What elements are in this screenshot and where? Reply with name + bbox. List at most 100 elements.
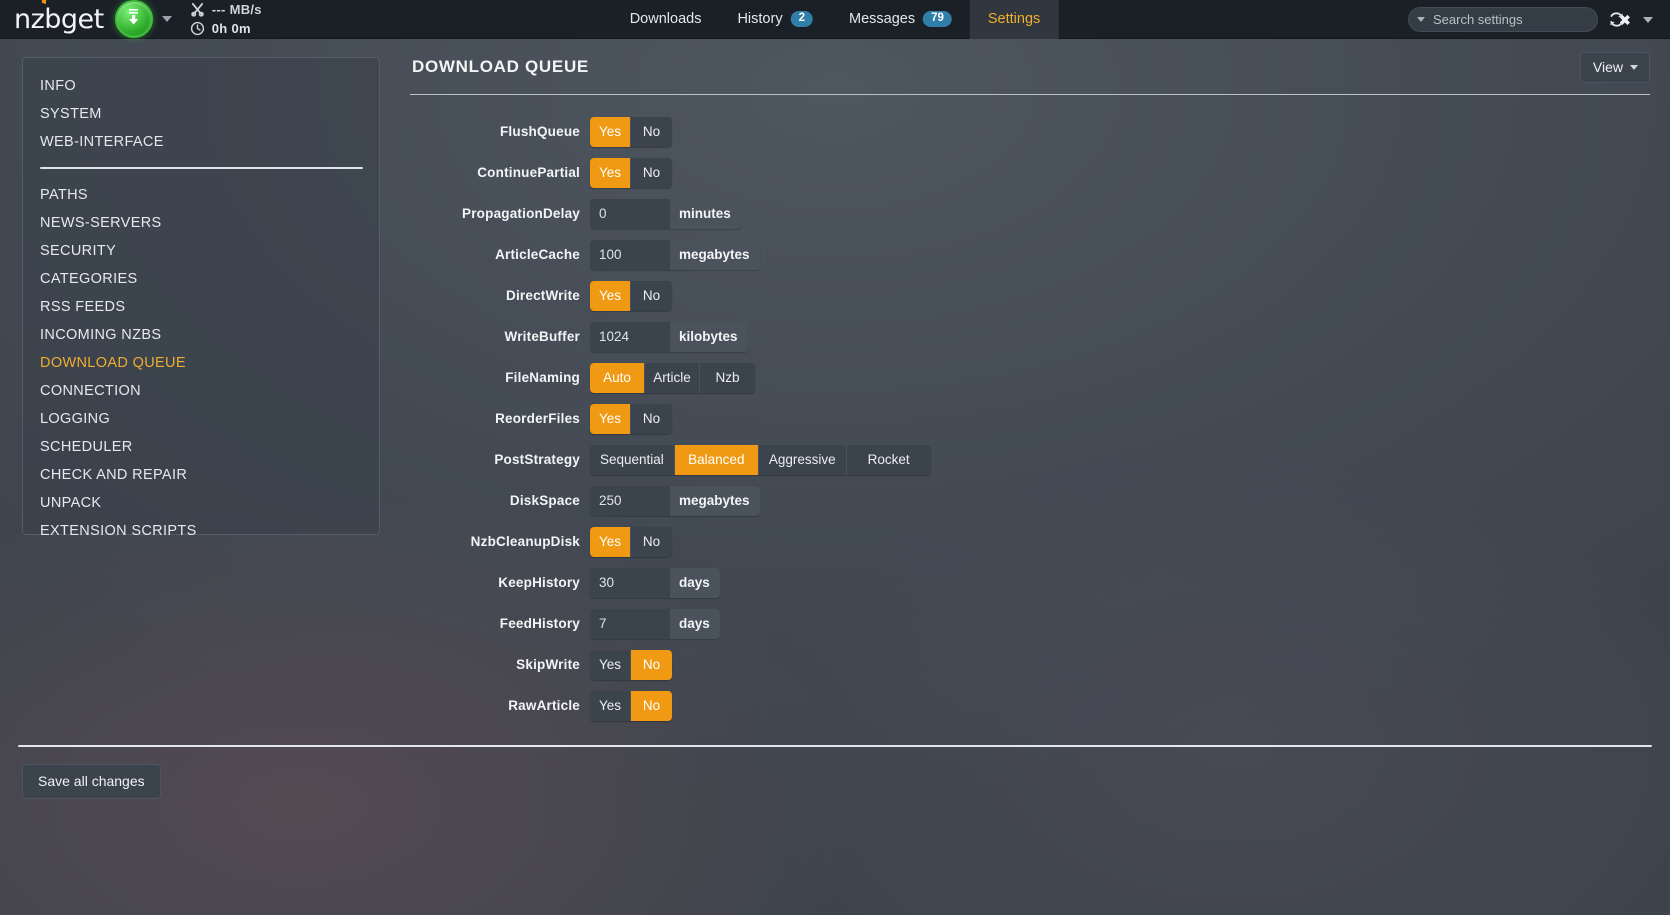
option-post-strategy-rocket[interactable]: Rocket xyxy=(846,444,931,475)
setting-label-keep-history: KeepHistory xyxy=(498,575,580,590)
option-skip-write-yes[interactable]: Yes xyxy=(590,649,631,680)
option-nzb-cleanup-disk-no[interactable]: No xyxy=(631,526,672,557)
view-button[interactable]: View xyxy=(1579,52,1650,83)
unit-label-article-cache: megabytes xyxy=(670,239,760,270)
option-raw-article-no[interactable]: No xyxy=(631,690,672,721)
sidebar-item-download-queue[interactable]: DOWNLOAD QUEUE xyxy=(40,355,186,371)
history-badge: 2 xyxy=(790,10,813,28)
tab-downloads[interactable]: Downloads xyxy=(612,0,720,39)
title-divider xyxy=(410,94,1650,95)
settings-main-panel: DOWNLOAD QUEUE View FlushQueue Yes No Conti… xyxy=(410,52,1650,726)
option-raw-article-yes[interactable]: Yes xyxy=(590,690,631,721)
search-input[interactable] xyxy=(1431,11,1611,28)
setting-label-article-cache: ArticleCache xyxy=(495,247,580,262)
uptime-value: 0h 0m xyxy=(211,21,251,36)
option-flush-queue-yes[interactable]: Yes xyxy=(590,116,631,147)
input-feed-history[interactable] xyxy=(590,608,670,639)
sidebar-item-security[interactable]: SECURITY xyxy=(40,243,117,259)
unit-label-write-buffer: kilobytes xyxy=(670,321,748,352)
input-disk-space[interactable] xyxy=(590,485,670,516)
setting-control-disk-space: megabytes xyxy=(590,485,760,516)
setting-label-raw-article: RawArticle xyxy=(508,698,580,713)
option-skip-write-no[interactable]: No xyxy=(631,649,672,680)
option-file-naming-auto[interactable]: Auto xyxy=(590,362,645,393)
sidebar-item-logging[interactable]: LOGGING xyxy=(40,411,111,427)
sidebar-item-scheduler[interactable]: SCHEDULER xyxy=(40,439,133,455)
setting-control-post-strategy: Sequential Balanced Aggressive Rocket xyxy=(590,444,931,475)
setting-label-write-buffer: WriteBuffer xyxy=(504,329,580,344)
input-article-cache[interactable] xyxy=(590,239,670,270)
setting-control-flush-queue: Yes No xyxy=(590,116,672,147)
messages-badge: 79 xyxy=(923,10,952,28)
option-file-naming-nzb[interactable]: Nzb xyxy=(700,362,755,393)
top-nav-menu-button[interactable] xyxy=(1634,7,1662,33)
setting-row-propagation-delay: PropagationDelay minutes xyxy=(410,193,1650,234)
setting-label-disk-space: DiskSpace xyxy=(509,493,580,508)
option-post-strategy-sequential[interactable]: Sequential xyxy=(590,444,675,475)
sidebar-item-check-and-repair[interactable]: CHECK AND REPAIR xyxy=(40,467,188,483)
chevron-down-icon[interactable] xyxy=(161,16,172,22)
option-file-naming-article[interactable]: Article xyxy=(645,362,700,393)
download-arrow-icon xyxy=(125,7,142,31)
download-speed-value: --- MB/s xyxy=(211,2,262,17)
tab-settings-label: Settings xyxy=(987,11,1041,27)
option-continue-partial-no[interactable]: No xyxy=(631,157,672,188)
search-settings-box[interactable]: ✖ xyxy=(1408,7,1631,32)
sidebar-item-info[interactable]: INFO xyxy=(40,78,77,94)
input-propagation-delay[interactable] xyxy=(590,198,670,229)
option-post-strategy-aggressive[interactable]: Aggressive xyxy=(758,444,847,475)
input-group-keep-history: days xyxy=(590,567,720,598)
sidebar-item-rss-feeds[interactable]: RSS FEEDS xyxy=(40,299,126,315)
sidebar-item-news-servers[interactable]: NEWS-SERVERS xyxy=(40,215,162,231)
setting-label-feed-history: FeedHistory xyxy=(499,616,580,631)
input-keep-history[interactable] xyxy=(590,567,670,598)
option-post-strategy-balanced[interactable]: Balanced xyxy=(674,444,759,475)
setting-label-nzb-cleanup-disk: NzbCleanupDisk xyxy=(470,534,580,549)
tab-history[interactable]: History 2 xyxy=(719,0,831,39)
chevron-down-icon[interactable] xyxy=(1417,17,1425,22)
settings-list: FlushQueue Yes No ContinuePartial Yes No Propa… xyxy=(410,95,1650,726)
setting-row-write-buffer: WriteBuffer kilobytes xyxy=(410,316,1650,357)
setting-control-keep-history: days xyxy=(590,567,720,598)
sidebar-divider xyxy=(40,167,363,169)
tab-messages[interactable]: Messages 79 xyxy=(831,0,970,39)
input-write-buffer[interactable] xyxy=(590,321,670,352)
sidebar-item-paths[interactable]: PATHS xyxy=(40,187,88,203)
sidebar-item-categories[interactable]: CATEGORIES xyxy=(40,271,138,287)
setting-row-direct-write: DirectWrite Yes No xyxy=(410,275,1650,316)
download-status-orb[interactable] xyxy=(114,0,153,38)
sidebar-item-web-interface[interactable]: WEB-INTERFACE xyxy=(40,134,164,150)
sidebar-item-unpack[interactable]: UNPACK xyxy=(40,495,102,511)
option-reorder-files-no[interactable]: No xyxy=(631,403,672,434)
unit-label-keep-history: days xyxy=(670,567,720,598)
setting-control-propagation-delay: minutes xyxy=(590,198,741,229)
option-reorder-files-yes[interactable]: Yes xyxy=(590,403,631,434)
tab-downloads-label: Downloads xyxy=(629,11,702,27)
page-title: DOWNLOAD QUEUE xyxy=(412,57,589,76)
setting-row-flush-queue: FlushQueue Yes No xyxy=(410,111,1650,152)
sidebar-item-connection[interactable]: CONNECTION xyxy=(40,383,141,399)
setting-label-file-naming: FileNaming xyxy=(505,370,580,385)
setting-control-reorder-files: Yes No xyxy=(590,403,672,434)
option-nzb-cleanup-disk-yes[interactable]: Yes xyxy=(590,526,631,557)
refresh-icon[interactable] xyxy=(1602,7,1630,33)
option-continue-partial-yes[interactable]: Yes xyxy=(590,157,631,188)
option-direct-write-no[interactable]: No xyxy=(631,280,672,311)
save-all-changes-button[interactable]: Save all changes xyxy=(22,764,161,799)
sidebar-item-system[interactable]: SYSTEM xyxy=(40,106,102,122)
option-direct-write-yes[interactable]: Yes xyxy=(590,280,631,311)
segmented-control-file-naming: Auto Article Nzb xyxy=(590,362,755,393)
segmented-control-direct-write: Yes No xyxy=(590,280,672,311)
unit-label-feed-history: days xyxy=(670,608,720,639)
setting-label-reorder-files: ReorderFiles xyxy=(495,411,580,426)
brand-logo-text: nzbget xyxy=(14,3,104,35)
sidebar-item-extension-scripts[interactable]: EXTENSION SCRIPTS xyxy=(40,523,197,539)
brand-area[interactable]: nzbget xyxy=(0,0,172,38)
setting-row-keep-history: KeepHistory days xyxy=(410,562,1650,603)
option-flush-queue-no[interactable]: No xyxy=(631,116,672,147)
sidebar-item-incoming-nzbs[interactable]: INCOMING NZBS xyxy=(40,327,162,343)
segmented-control-flush-queue: Yes No xyxy=(590,116,672,147)
input-group-feed-history: days xyxy=(590,608,720,639)
close-x-icon[interactable]: ✖ xyxy=(1619,11,1631,28)
tab-settings[interactable]: Settings xyxy=(969,0,1059,39)
